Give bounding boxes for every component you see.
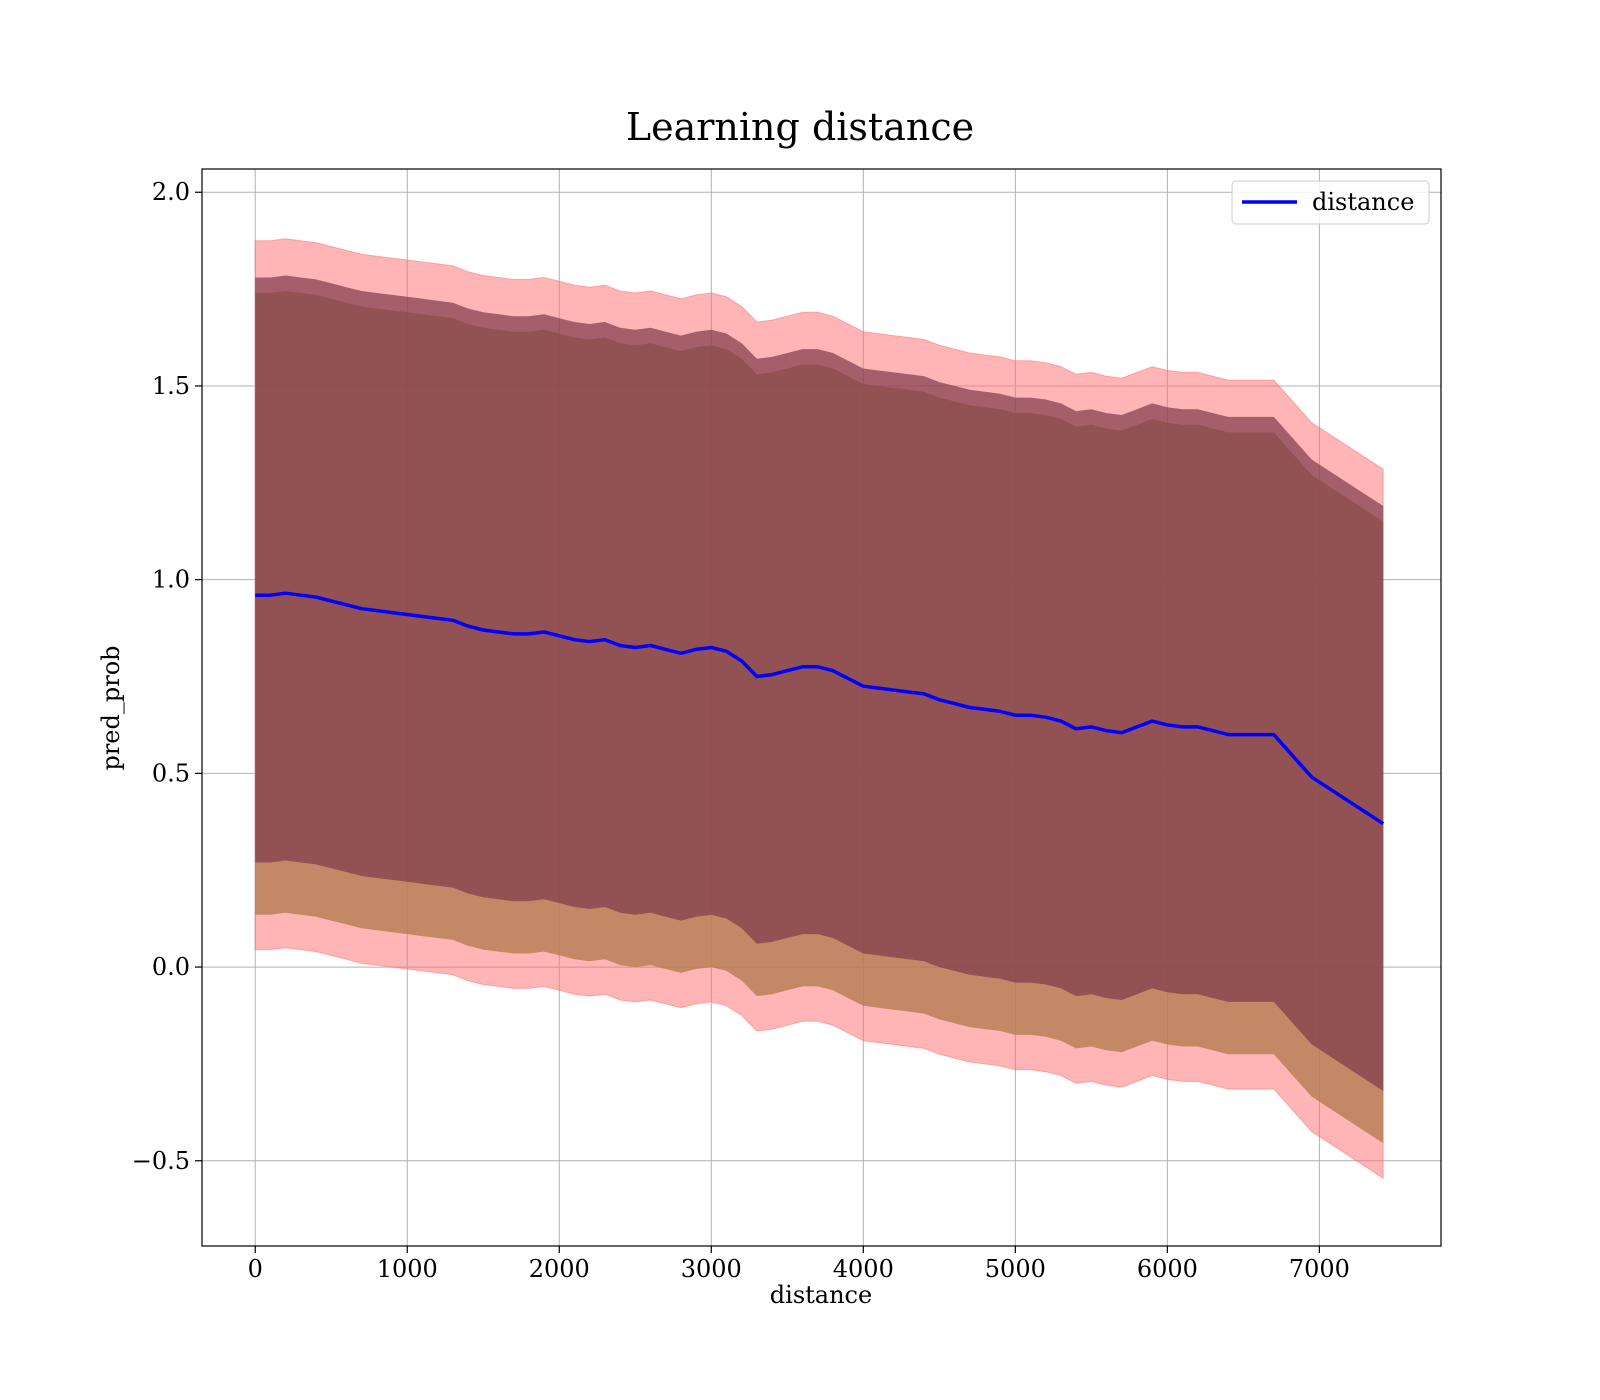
y-tick-label-4: 1.5 [152,372,190,400]
confidence-bands [254,238,1384,1180]
y-tick-label-5: 2.0 [152,178,190,206]
legend: distance [1231,180,1430,225]
x-tick-label-3: 3000 [681,1255,742,1283]
y-tick-label-1: 0.0 [152,953,190,981]
chart-title: Learning distance [626,105,974,149]
x-tick-label-2: 2000 [529,1255,590,1283]
y-tick-label-0: −0.5 [132,1147,190,1175]
y-axis-label: pred_prob [97,645,125,770]
x-tick-label-7: 7000 [1289,1255,1350,1283]
x-tick-label-0: 0 [248,1255,263,1283]
y-axis-ticks: −0.5 0.0 0.5 1.0 1.5 2.0 [132,178,202,1175]
series-layer [255,591,1385,826]
x-tick-label-1: 1000 [377,1255,438,1283]
x-tick-label-4: 4000 [833,1255,894,1283]
plot-frame [201,168,1442,1247]
band-inner [255,275,1384,1091]
x-tick-label-6: 6000 [1137,1255,1198,1283]
x-axis-label: distance [770,1281,872,1309]
series-line-distance [255,591,1385,826]
legend-entry-distance: distance [1312,188,1414,216]
x-tick-label-5: 5000 [985,1255,1046,1283]
y-tick-label-2: 0.5 [152,759,190,787]
legend-box [1231,180,1430,225]
x-axis-ticks: 0 1000 2000 3000 4000 5000 6000 7000 [248,1246,1350,1283]
y-tick-label-3: 1.0 [152,566,190,594]
